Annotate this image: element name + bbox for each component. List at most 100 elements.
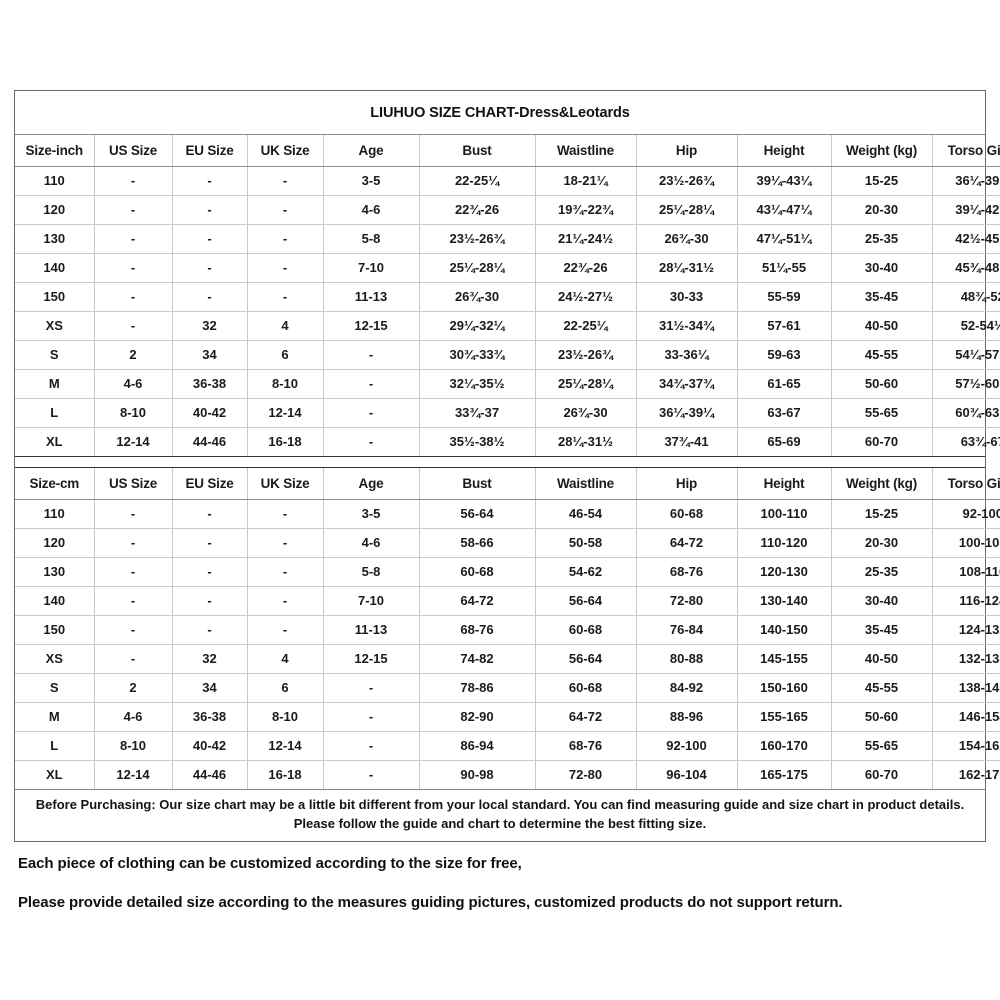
table-row: L 8-10 40-42 12-14-86-94 68-76 92-100 160-170 5…	[15, 731, 1000, 761]
table-cell: 50-60	[831, 369, 933, 399]
table-cell: 60-68	[535, 615, 637, 645]
table-cell: 20-30	[831, 195, 933, 225]
table-body-inch: 110- - -3-5 22-25¼ 18-21¼ 23½-26¾ 39¼-43¼ 15-25…	[15, 166, 1000, 456]
table-cell: 92-100	[932, 499, 1000, 529]
cell-size-label: XL	[15, 427, 95, 456]
size-table-inch: Size-inch US Size EU Size UK Size Age Bu…	[15, 135, 1000, 456]
table-row: M 4-6 36-38 8-10-82-90 64-72 88-96 155-165 50-6…	[15, 702, 1000, 732]
cell-size-label: S	[15, 340, 95, 370]
column-header-us-size: US Size	[94, 135, 173, 167]
cell-size-label: L	[15, 398, 95, 428]
table-cell: 56-64	[535, 644, 637, 674]
table-cell: -	[247, 166, 324, 196]
table-header-row-inch: Size-inch US Size EU Size UK Size Age Bu…	[15, 135, 1000, 167]
table-cell: 22¾-26	[535, 253, 637, 283]
table-cell: 6	[247, 673, 324, 703]
table-cell: -	[323, 427, 420, 456]
cell-size-label: M	[15, 702, 95, 732]
table-cell: 46-54	[535, 499, 637, 529]
table-cell: 76-84	[636, 615, 738, 645]
table-cell: 12-15	[323, 311, 420, 341]
table-cell: 23½-26¾	[636, 166, 738, 196]
table-cell: 40-42	[172, 731, 248, 761]
table-cell: 36-38	[172, 702, 248, 732]
table-cell: -	[94, 224, 173, 254]
table-cell: 155-165	[737, 702, 832, 732]
customization-note-line-1: Each piece of clothing can be customized…	[18, 855, 522, 872]
table-cell: -	[323, 398, 420, 428]
table-cell: 40-42	[172, 398, 248, 428]
table-cell: 68-76	[419, 615, 536, 645]
table-row: L 8-10 40-42 12-14-33¾-37 26¾-30 36¼-39¼ 63-67…	[15, 398, 1000, 428]
table-cell: -	[94, 195, 173, 225]
table-row: 110- - -3-5 22-25¼ 18-21¼ 23½-26¾ 39¼-43¼ 15-25…	[15, 166, 1000, 196]
column-header-size-cm: Size-cm	[15, 468, 95, 500]
table-cell: 60¾-63¾	[932, 398, 1000, 428]
table-row: 140- - -7-10 25¼-28¼ 22¾-26 28¼-31½ 51¼-55 30-4…	[15, 253, 1000, 283]
table-cell: 61-65	[737, 369, 832, 399]
table-cell: 42½-45¾	[932, 224, 1000, 254]
table-cell: -	[94, 499, 173, 529]
table-cell: 57½-60¾	[932, 369, 1000, 399]
table-row: XL 12-14 44-46 16-18-90-98 72-80 96-104 165-17…	[15, 760, 1000, 789]
table-cell: 154-162	[932, 731, 1000, 761]
table-cell: 60-68	[535, 673, 637, 703]
table-cell: 48¾-52	[932, 282, 1000, 312]
table-cell: -	[247, 499, 324, 529]
column-header-bust: Bust	[419, 468, 536, 500]
table-cell: 19¾-22¾	[535, 195, 637, 225]
table-row: 120- - -4-6 58-66 50-58 64-72 110-120 20-30 100-…	[15, 528, 1000, 558]
column-header-height: Height	[737, 468, 832, 500]
column-header-hip: Hip	[636, 135, 738, 167]
table-cell: 16-18	[247, 427, 324, 456]
table-cell: 25-35	[831, 557, 933, 587]
cell-size-label: XS	[15, 644, 95, 674]
table-cell: 145-155	[737, 644, 832, 674]
table-cell: 2	[94, 340, 173, 370]
table-cell: 34¾-37¾	[636, 369, 738, 399]
table-cell: -	[247, 528, 324, 558]
table-cell: 165-175	[737, 760, 832, 789]
table-cell: 39¼-42½	[932, 195, 1000, 225]
column-header-weight: Weight (kg)	[831, 135, 933, 167]
cell-size-label: XS	[15, 311, 95, 341]
table-cell: 90-98	[419, 760, 536, 789]
table-cell: 120-130	[737, 557, 832, 587]
table-cell: 26¾-30	[419, 282, 536, 312]
table-cell: -	[172, 282, 248, 312]
table-cell: 30¾-33¾	[419, 340, 536, 370]
table-cell: 35½-38½	[419, 427, 536, 456]
table-cell: 39¼-43¼	[737, 166, 832, 196]
table-cell: 26¾-30	[535, 398, 637, 428]
table-cell: 12-14	[247, 731, 324, 761]
table-cell: -	[247, 195, 324, 225]
table-cell: 18-21¼	[535, 166, 637, 196]
table-cell: -	[172, 528, 248, 558]
table-cell: -	[247, 557, 324, 587]
table-cell: 130-140	[737, 586, 832, 616]
cell-size-label: 130	[15, 557, 95, 587]
table-header-row-cm: Size-cm US Size EU Size UK Size Age Bust…	[15, 468, 1000, 500]
table-cell: -	[94, 166, 173, 196]
table-cell: 45¾-48¾	[932, 253, 1000, 283]
table-cell: -	[323, 369, 420, 399]
table-cell: 7-10	[323, 253, 420, 283]
table-cell: 55-65	[831, 398, 933, 428]
column-header-torso-girth: Torso Girth	[932, 135, 1000, 167]
table-cell: 25¼-28¼	[636, 195, 738, 225]
column-header-age: Age	[323, 468, 420, 500]
table-cell: 4-6	[323, 528, 420, 558]
table-row: 140- - -7-10 64-72 56-64 72-80 130-140 30-40 116…	[15, 586, 1000, 616]
cell-size-label: 110	[15, 166, 95, 196]
table-cell: -	[323, 731, 420, 761]
table-row: S 2 34 6-30¾-33¾ 23½-26¾ 33-36¼ 59-63 45-55 54¼-…	[15, 340, 1000, 370]
cell-size-label: M	[15, 369, 95, 399]
table-cell: 162-170	[958, 767, 1000, 783]
table-cell: 8-10	[94, 398, 173, 428]
column-header-bust: Bust	[419, 135, 536, 167]
customization-note-line-2: Please provide detailed size according t…	[18, 894, 843, 911]
table-cell: 140-150	[737, 615, 832, 645]
cell-size-label: 140	[15, 586, 95, 616]
table-cell: 63¾-67	[960, 434, 1000, 450]
table-cell: 25-35	[831, 224, 933, 254]
